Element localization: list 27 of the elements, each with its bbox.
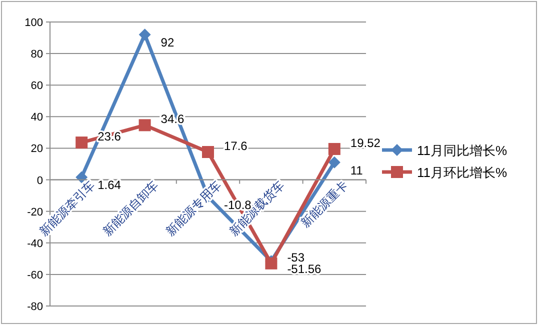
data-label: 17.6 <box>224 139 248 154</box>
data-label: 19.52 <box>350 136 381 150</box>
x-tick-label: 新能源专用车 <box>163 178 224 239</box>
y-tick-label: 60 <box>30 80 43 92</box>
legend-label: 11月环比增长% <box>417 165 508 180</box>
point <box>202 146 214 158</box>
legend-label: 11月同比增长% <box>417 143 508 158</box>
point <box>328 142 340 155</box>
data-label: -51.56 <box>287 262 322 276</box>
data-label: 92 <box>160 36 174 50</box>
y-tick-label: 40 <box>30 112 43 124</box>
y-tick-label: 100 <box>24 17 43 29</box>
data-label: 1.64 <box>98 178 122 192</box>
point <box>138 28 151 41</box>
y-tick-label: 0 <box>36 174 43 187</box>
y-tick-label: -60 <box>27 269 43 282</box>
data-label: -53 <box>287 250 305 264</box>
y-tick-label: -20 <box>27 206 43 218</box>
point <box>138 119 151 132</box>
y-tick-label: -80 <box>27 301 43 313</box>
data-label: 11 <box>350 163 364 178</box>
point <box>328 156 340 168</box>
y-tick-label: 80 <box>30 48 43 61</box>
x-tick-label: 新能源重卡 <box>298 178 351 230</box>
y-tick-label: 20 <box>30 143 43 156</box>
y-tick-label: -40 <box>27 238 43 250</box>
point <box>76 136 88 149</box>
